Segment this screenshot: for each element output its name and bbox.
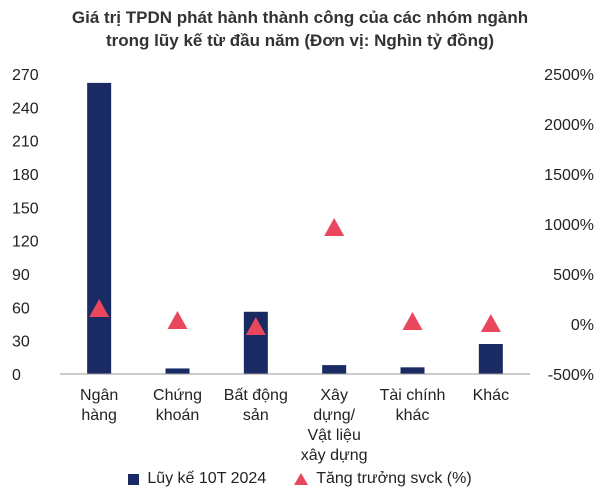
chart-legend: Lũy kế 10T 2024 Tăng trưởng svck (%) (0, 470, 600, 488)
growth-marker (167, 311, 188, 329)
y-left-tick-label: 30 (12, 334, 30, 351)
x-category-label: Ngân hàng (80, 387, 118, 424)
growth-marker (480, 314, 501, 332)
bar (322, 365, 347, 374)
y-right-tick-label: 1000% (544, 217, 594, 234)
bar (165, 368, 190, 374)
y-left-tick-label: 180 (12, 167, 39, 184)
chart-plot: 0 30 60 90 120 150 180 210 240 270 -500% 0% 500% 1000… (12, 67, 594, 464)
x-category-label: Tài chính khác (380, 387, 446, 424)
chart-title: Giá trị TPDN phát hành thành công của cá… (0, 6, 600, 52)
y-right-tick-label: 1500% (544, 167, 594, 184)
x-category-label: Bất động sản (224, 387, 288, 424)
y-right-tick-label: 2000% (544, 117, 594, 134)
y-left-tick-label: 270 (12, 67, 39, 84)
y-left-tick-label: 150 (12, 200, 39, 217)
y-left-tick-label: 90 (12, 267, 30, 284)
growth-marker (245, 317, 266, 335)
chart-title-line-2: trong lũy kế từ đầu năm (Đơn vị: Nghìn t… (106, 31, 494, 50)
x-category-label: Chứng khoán (153, 387, 202, 424)
y-right-tick-label: 0% (571, 317, 594, 334)
legend-item-bar: Lũy kế 10T 2024 (128, 470, 266, 488)
bar (400, 367, 425, 374)
legend-triangle-swatch (294, 473, 309, 485)
bar (243, 311, 268, 374)
x-category-label: Khác (473, 387, 509, 404)
legend-bar-label: Lũy kế 10T 2024 (147, 470, 267, 487)
y-right-tick-label: 2500% (544, 67, 594, 84)
y-left-tick-label: 120 (12, 234, 39, 251)
legend-item-marker: Tăng trưởng svck (%) (294, 470, 472, 488)
y-left-tick-label: 0 (12, 367, 21, 384)
x-category-label: Xây dựng/Vật liệu xây dựng (301, 387, 368, 464)
growth-marker (89, 299, 110, 317)
y-left-tick-label: 60 (12, 300, 30, 317)
y-left-tick-label: 240 (12, 100, 39, 117)
bar (478, 344, 503, 374)
bar (87, 82, 112, 374)
chart-title-line-1: Giá trị TPDN phát hành thành công của cá… (71, 8, 529, 27)
legend-bar-swatch (128, 473, 140, 485)
y-right-tick-label: -500% (548, 367, 594, 384)
y-left-tick-label: 210 (12, 134, 39, 151)
y-right-tick-label: 500% (553, 267, 594, 284)
growth-marker (324, 218, 345, 236)
growth-marker (402, 312, 423, 330)
legend-marker-label: Tăng trưởng svck (%) (316, 470, 472, 487)
